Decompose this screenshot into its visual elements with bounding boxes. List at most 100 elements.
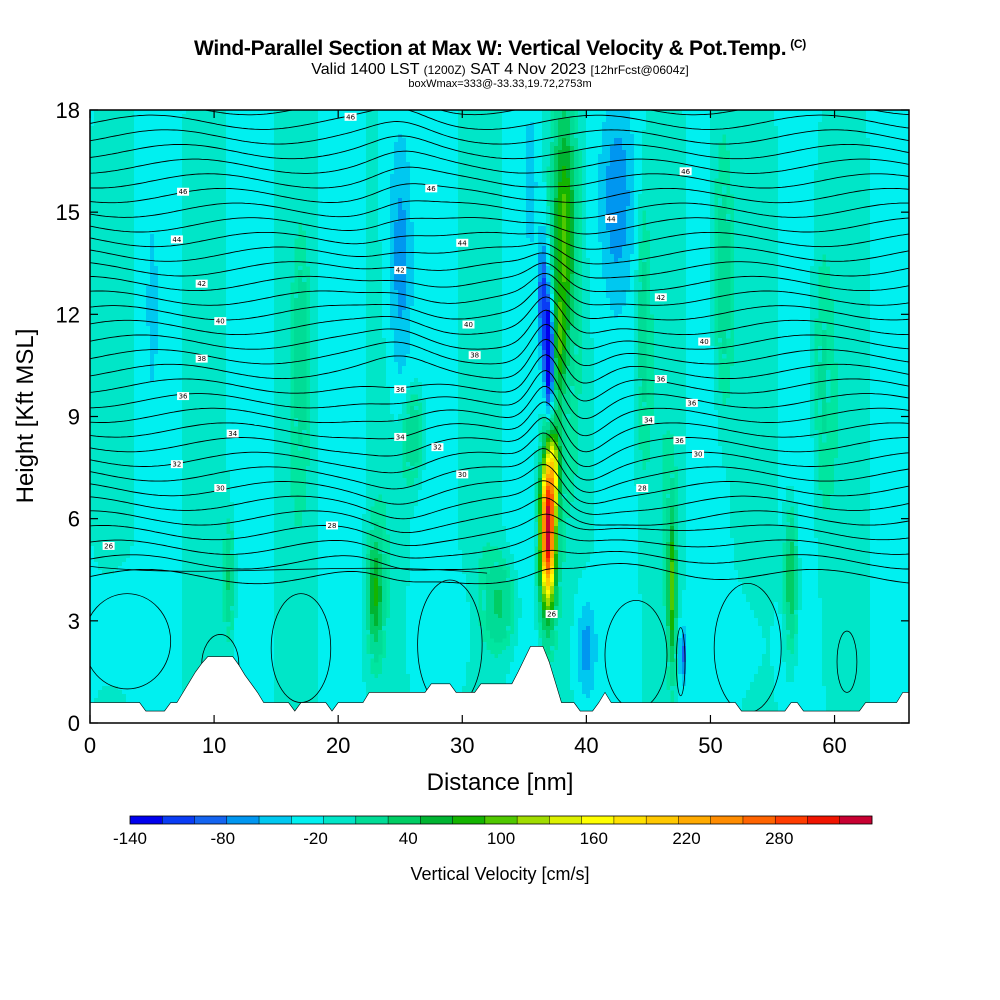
velocity-cell — [98, 494, 103, 499]
velocity-cell — [170, 602, 175, 607]
velocity-cell — [150, 274, 155, 279]
velocity-cell — [138, 154, 143, 159]
velocity-cell — [182, 266, 187, 271]
velocity-cell — [190, 366, 195, 371]
velocity-cell — [162, 162, 167, 167]
velocity-cell — [174, 186, 179, 191]
velocity-cell — [150, 490, 155, 495]
velocity-cell — [210, 242, 215, 247]
velocity-cell — [102, 506, 107, 511]
velocity-cell — [146, 130, 151, 135]
velocity-cell — [218, 330, 223, 335]
velocity-cell — [106, 326, 111, 331]
velocity-cell — [150, 282, 155, 287]
velocity-cell — [202, 322, 207, 327]
velocity-cell — [206, 582, 211, 587]
velocity-cell — [102, 550, 107, 555]
velocity-cell — [154, 382, 159, 387]
velocity-cell — [206, 234, 211, 239]
velocity-cell — [194, 314, 199, 319]
velocity-cell — [102, 142, 107, 147]
velocity-cell — [102, 238, 107, 243]
velocity-cell — [202, 326, 207, 331]
velocity-cell — [206, 298, 211, 303]
velocity-cell — [194, 514, 199, 519]
velocity-cell — [130, 326, 135, 331]
velocity-cell — [90, 678, 95, 683]
velocity-cell — [122, 446, 127, 451]
velocity-cell — [190, 494, 195, 499]
velocity-cell — [190, 558, 195, 563]
velocity-cell — [146, 658, 151, 663]
velocity-cell — [182, 538, 187, 543]
velocity-cell — [214, 398, 219, 403]
velocity-cell — [126, 246, 131, 251]
velocity-cell — [90, 230, 95, 235]
velocity-cell — [190, 566, 195, 571]
velocity-cell — [182, 146, 187, 151]
velocity-cell — [210, 314, 215, 319]
velocity-cell — [218, 206, 223, 211]
velocity-cell — [174, 386, 179, 391]
velocity-cell — [142, 406, 147, 411]
velocity-cell — [214, 542, 219, 547]
velocity-cell — [90, 350, 95, 355]
velocity-cell — [98, 430, 103, 435]
velocity-cell — [138, 286, 143, 291]
velocity-cell — [162, 358, 167, 363]
velocity-cell — [182, 454, 187, 459]
velocity-cell — [142, 646, 147, 651]
velocity-cell — [202, 134, 207, 139]
velocity-cell — [198, 630, 203, 635]
velocity-cell — [198, 602, 203, 607]
velocity-cell — [186, 374, 191, 379]
velocity-cell — [126, 422, 131, 427]
velocity-cell — [198, 362, 203, 367]
velocity-cell — [106, 442, 111, 447]
velocity-cell — [194, 666, 199, 671]
velocity-cell — [110, 166, 115, 171]
velocity-cell — [94, 366, 99, 371]
velocity-cell — [126, 522, 131, 527]
velocity-cell — [154, 158, 159, 163]
velocity-cell — [206, 590, 211, 595]
velocity-cell — [154, 686, 159, 691]
velocity-cell — [110, 418, 115, 423]
velocity-cell — [162, 406, 167, 411]
velocity-cell — [122, 126, 127, 131]
velocity-cell — [198, 438, 203, 443]
velocity-cell — [154, 450, 159, 455]
velocity-cell — [138, 522, 143, 527]
velocity-cell — [190, 466, 195, 471]
velocity-cell — [106, 582, 111, 587]
velocity-cell — [174, 314, 179, 319]
velocity-cell — [126, 678, 131, 683]
velocity-cell — [166, 386, 171, 391]
velocity-cell — [146, 510, 151, 515]
velocity-cell — [214, 266, 219, 271]
velocity-cell — [122, 526, 127, 531]
velocity-cell — [194, 350, 199, 355]
velocity-cell — [102, 534, 107, 539]
velocity-cell — [162, 158, 167, 163]
velocity-cell — [90, 158, 95, 163]
velocity-cell — [114, 326, 119, 331]
velocity-cell — [118, 222, 123, 227]
velocity-cell — [138, 306, 143, 311]
velocity-cell — [162, 666, 167, 671]
velocity-cell — [138, 270, 143, 275]
velocity-cell — [210, 526, 215, 531]
velocity-cell — [106, 250, 111, 255]
velocity-cell — [142, 130, 147, 135]
velocity-cell — [130, 570, 135, 575]
velocity-cell — [158, 158, 163, 163]
velocity-cell — [158, 178, 163, 183]
velocity-cell — [170, 406, 175, 411]
velocity-cell — [130, 110, 135, 115]
velocity-cell — [170, 690, 175, 695]
velocity-cell — [182, 286, 187, 291]
velocity-cell — [138, 246, 143, 251]
velocity-cell — [154, 198, 159, 203]
velocity-cell — [122, 686, 127, 691]
velocity-cell — [90, 362, 95, 367]
